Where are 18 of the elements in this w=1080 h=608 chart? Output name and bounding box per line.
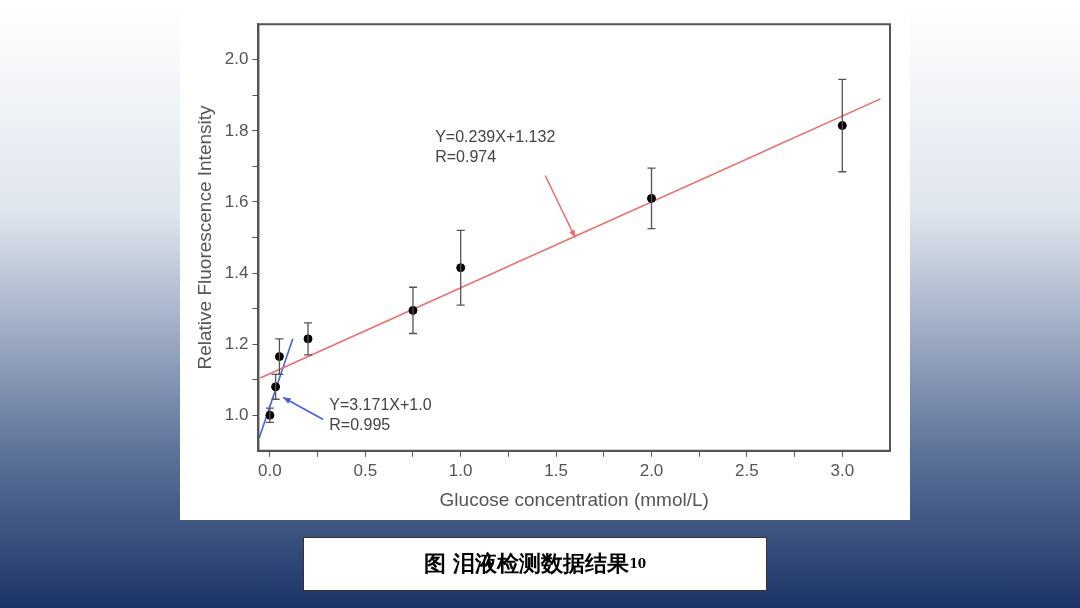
- y-tick-label: 1.6: [224, 191, 249, 211]
- y-tick-label: 1.0: [224, 404, 249, 424]
- x-tick-label: 1.5: [544, 460, 568, 480]
- x-tick-label: 0.0: [258, 460, 282, 480]
- y-tick-label: 1.8: [224, 120, 249, 140]
- x-axis-title: Glucose concentration (mmol/L): [439, 488, 709, 510]
- x-tick-label: 1.0: [448, 460, 473, 480]
- y-tick-label: 2.0: [224, 49, 249, 69]
- y-axis-title: Relative Fluorescence Intensity: [193, 104, 215, 370]
- text: 图 泪液检测数据结果$^{10}$: [303, 537, 767, 591]
- x-tick-label: 2.0: [639, 460, 664, 480]
- x-tick-label: 0.5: [353, 460, 378, 480]
- x-tick-label: 3.0: [830, 460, 855, 480]
- y-tick-label: 1.4: [224, 262, 249, 282]
- y-tick-label: 1.2: [224, 333, 249, 353]
- annotation: Y=0.239X+1.132 R=0.974: [435, 127, 556, 165]
- annotation: Y=3.171X+1.0 R=0.995: [329, 395, 432, 433]
- x-tick-label: 2.5: [735, 460, 759, 480]
